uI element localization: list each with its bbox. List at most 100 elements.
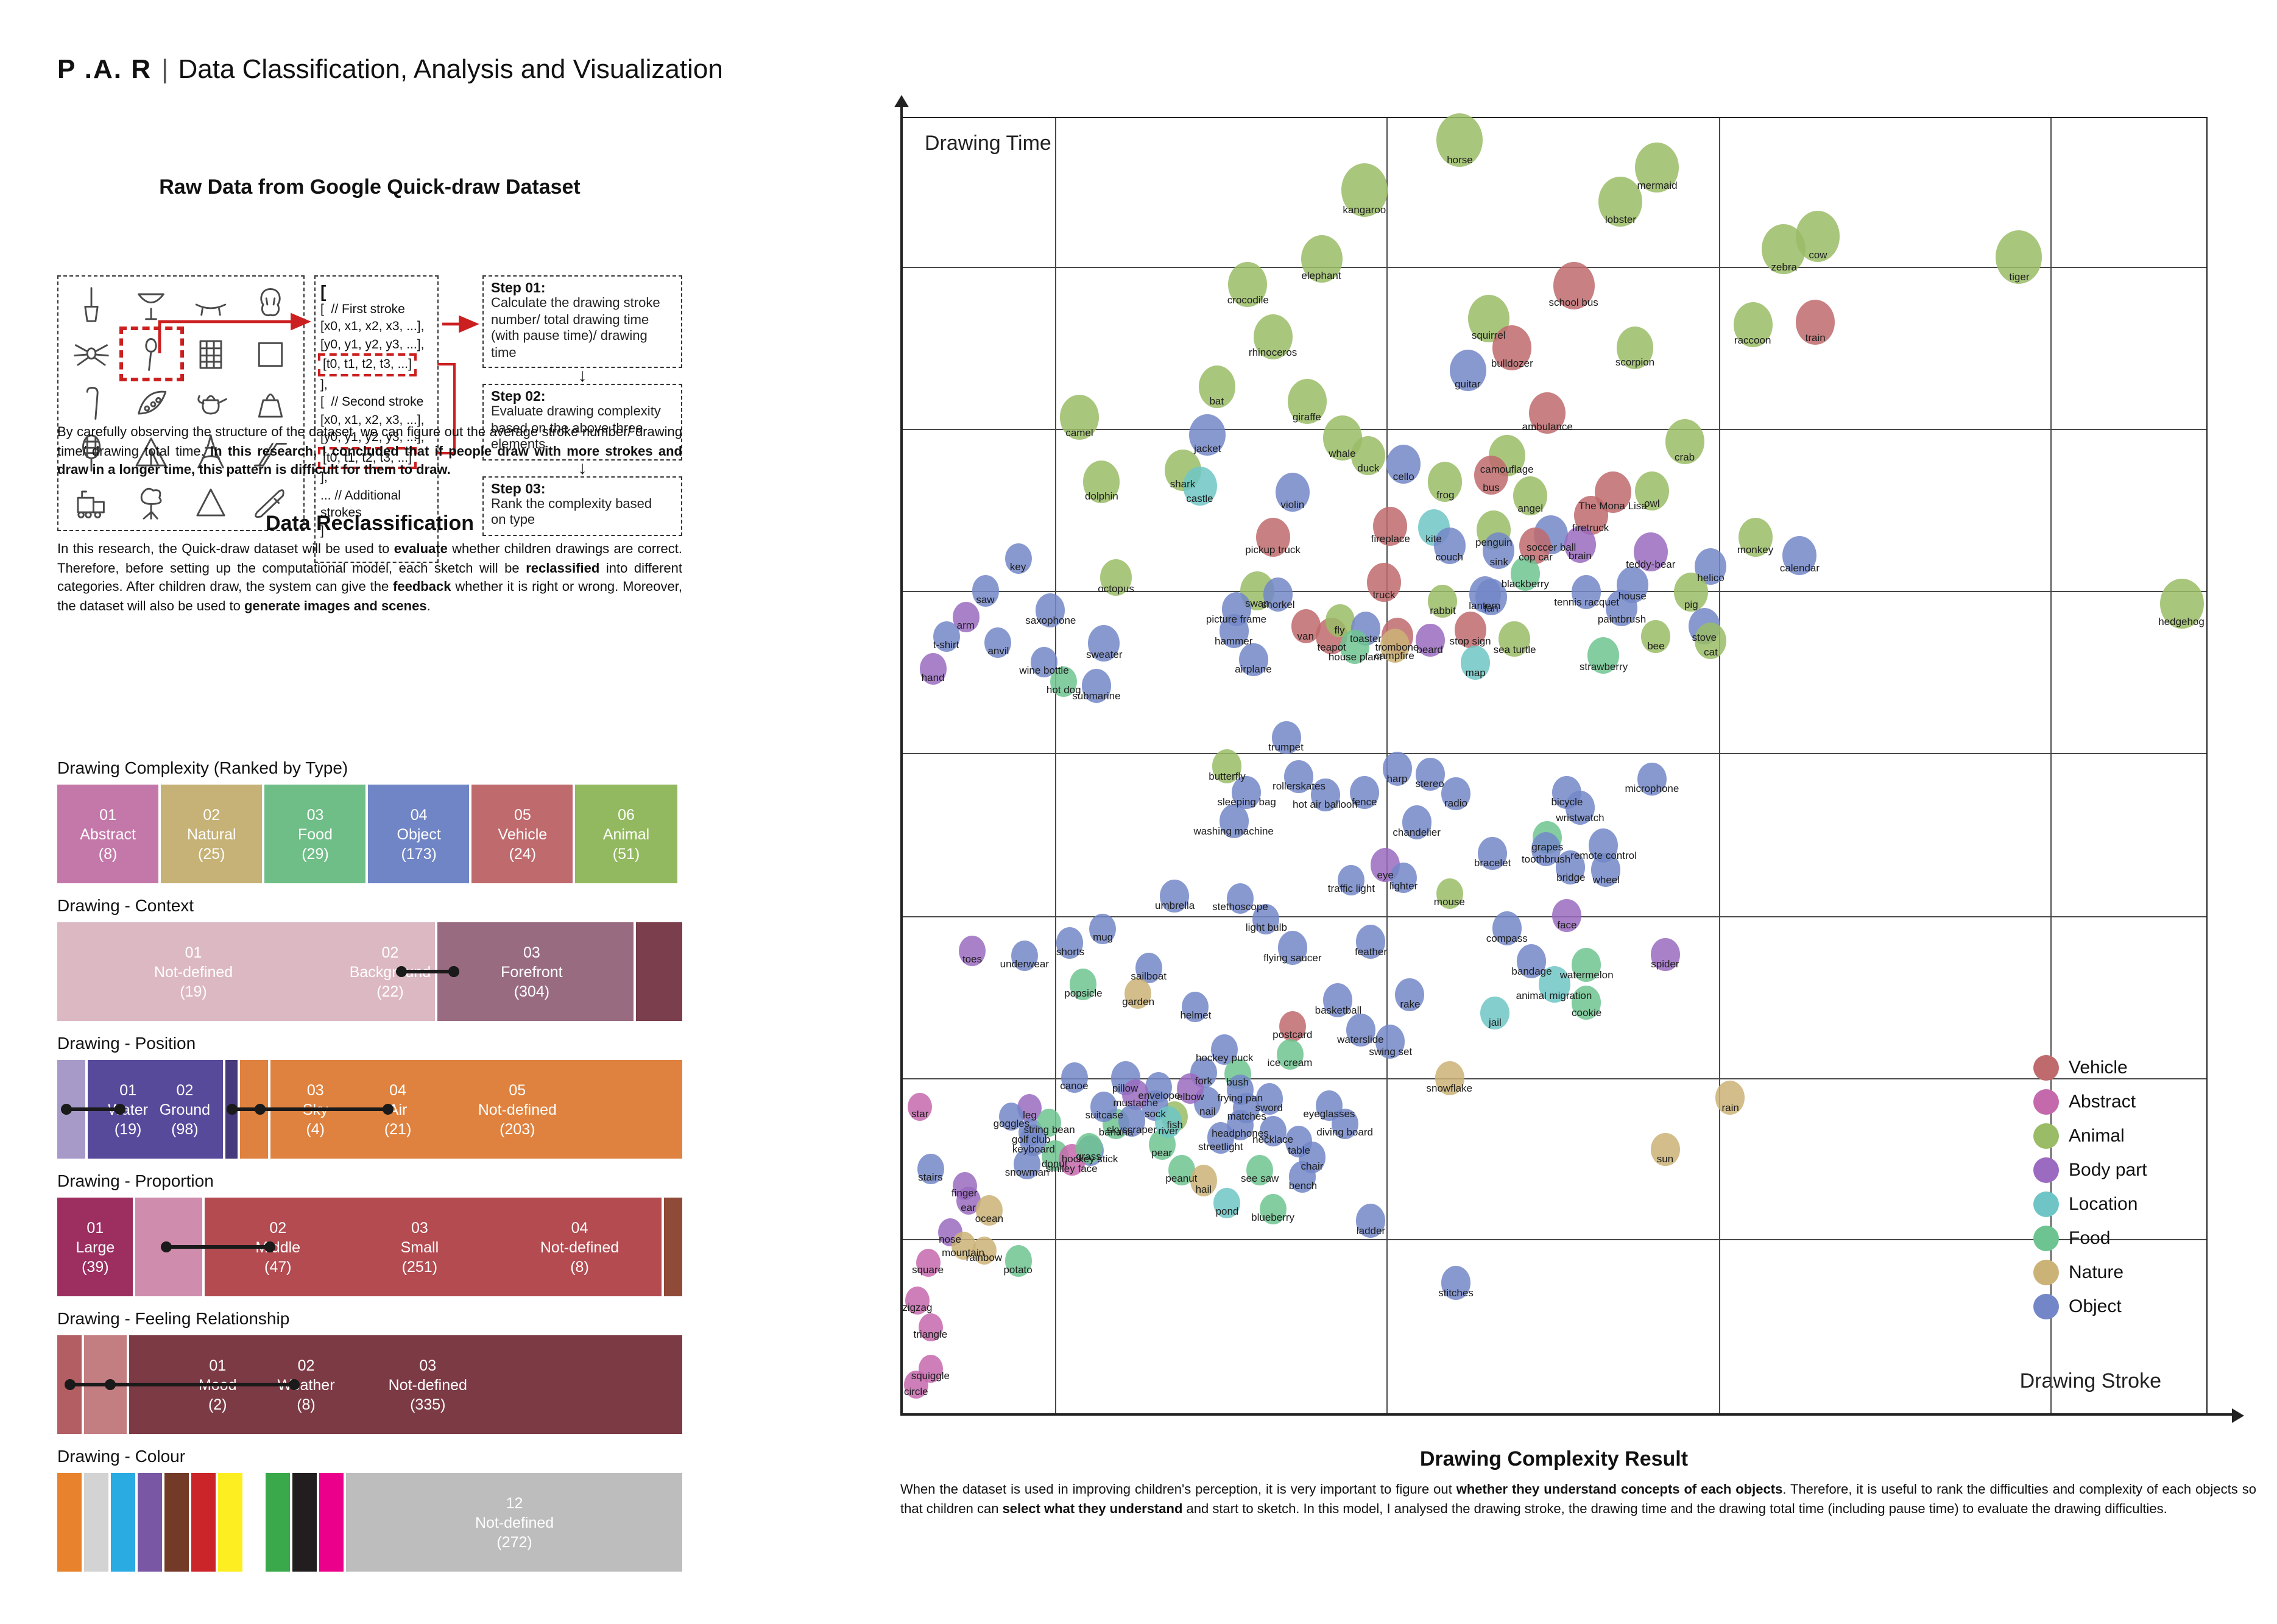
scatter-bubble bbox=[1291, 609, 1321, 643]
text-run: In this research, the Quick-draw dataset… bbox=[57, 542, 394, 557]
bar-block: 05 Vehicle (24) bbox=[471, 785, 573, 883]
text-run: feedback bbox=[393, 580, 451, 595]
scatter-bubble bbox=[1238, 643, 1268, 677]
scatter-bubble bbox=[1436, 113, 1483, 168]
scatter-bubble bbox=[1346, 1013, 1375, 1047]
legend-dot-icon bbox=[2033, 1157, 2059, 1182]
scatter-bubble bbox=[1390, 863, 1417, 894]
legend-label: Body part bbox=[2069, 1159, 2147, 1180]
scatter-bubble bbox=[1279, 1011, 1306, 1042]
block-label: 04 Air (21) bbox=[384, 1081, 412, 1137]
scatter-bubble bbox=[1226, 1074, 1254, 1106]
scatter-bubble bbox=[918, 1313, 943, 1341]
code-line: [ // Second stroke bbox=[320, 395, 424, 409]
result-paragraph: When the dataset is used in improving ch… bbox=[900, 1481, 2256, 1519]
bar-block bbox=[266, 1473, 291, 1572]
scatter-bubble bbox=[1572, 948, 1601, 982]
skull-sketch-icon bbox=[241, 280, 300, 330]
scatter-bubble bbox=[1075, 1132, 1102, 1164]
scatter-bubble bbox=[1088, 624, 1120, 662]
step-text: (with pause time)/ drawing bbox=[491, 329, 648, 344]
section-title: Drawing - Proportion bbox=[57, 1171, 214, 1190]
scatter-bubble bbox=[1349, 775, 1379, 810]
block-label: 01 Abstract (8) bbox=[80, 806, 136, 862]
bar-block bbox=[84, 1473, 109, 1572]
text-run: whether it is right or wrong. Moreover, … bbox=[57, 580, 682, 613]
scatter-bubble bbox=[1650, 1132, 1680, 1167]
scatter-bubble bbox=[1177, 1073, 1204, 1104]
scatter-bubble bbox=[1641, 620, 1671, 654]
legend-item-food: Food bbox=[2033, 1221, 2147, 1255]
gridline-vertical bbox=[1718, 117, 1720, 1416]
bar-block bbox=[218, 1473, 243, 1572]
scatter-bubble bbox=[1287, 379, 1327, 424]
connector-dot bbox=[61, 1104, 72, 1115]
section-title: Drawing - Feeling Relationship bbox=[57, 1308, 290, 1328]
legend-label: Object bbox=[2069, 1296, 2122, 1316]
scatter-bubble bbox=[1529, 392, 1566, 434]
scatter-bubble bbox=[1428, 584, 1458, 618]
x-axis-label: Drawing Stroke bbox=[2019, 1369, 2161, 1393]
connector-line bbox=[401, 970, 454, 973]
block-label: 04 Object (173) bbox=[397, 806, 441, 862]
bar-block: 04 Object (173) bbox=[368, 785, 470, 883]
brand-name: P .A. R bbox=[57, 54, 152, 84]
scatter-bubble bbox=[1160, 879, 1190, 913]
scatter-bubble bbox=[905, 1286, 930, 1315]
triangle-sketch-icon bbox=[181, 477, 241, 526]
scatter-bubble bbox=[1733, 302, 1773, 347]
scatter-bubble bbox=[1415, 623, 1445, 657]
scatter-bubble bbox=[1122, 1079, 1149, 1110]
scatter-bubble bbox=[959, 935, 986, 967]
scatter-bubble bbox=[1469, 576, 1501, 613]
scatter-bubble bbox=[1246, 1154, 1274, 1186]
step-box-3: Step 03: Rank the complexity based on type bbox=[482, 476, 682, 535]
scatter-bubble bbox=[1480, 996, 1510, 1030]
scatter-bubble bbox=[1154, 1106, 1182, 1138]
code-line: [x0, x1, x2, x3, ...], bbox=[320, 319, 425, 334]
code-line: ], bbox=[320, 470, 328, 485]
scatter-bubble bbox=[1461, 645, 1491, 679]
scatter-bubble bbox=[1441, 1266, 1471, 1301]
block-label: 04 Not-defined (8) bbox=[540, 1219, 620, 1275]
scatter-bubble bbox=[919, 653, 947, 685]
scatter-bubble bbox=[1402, 805, 1432, 839]
scatter-bubble bbox=[1036, 593, 1065, 627]
bar-block bbox=[319, 1473, 344, 1572]
scatter-bubble bbox=[1219, 803, 1249, 838]
block-label: 12 Not-defined (272) bbox=[475, 1494, 554, 1550]
scatter-bubble bbox=[1135, 952, 1162, 983]
scatter-bubble bbox=[1338, 865, 1365, 896]
tree-sketch-icon bbox=[122, 477, 182, 526]
code-line: [x0, x1, x2, x3, ...], bbox=[320, 412, 425, 427]
scatter-bubble bbox=[1060, 394, 1099, 440]
scatter-bubble bbox=[1483, 532, 1515, 569]
text-run: select what they understand bbox=[1002, 1502, 1183, 1516]
section-drawing-context: Drawing - Context 01 Not-defined (19) 02 Back… bbox=[57, 895, 682, 1021]
section-bar: 01 Large (39) 02 Middle (47) 03 Small (251) 04 Not… bbox=[57, 1198, 682, 1296]
teapot-sketch-icon bbox=[181, 379, 241, 428]
scatter-bubble bbox=[1478, 836, 1508, 870]
bar-block bbox=[191, 1473, 216, 1572]
legend-item-location: Location bbox=[2033, 1187, 2147, 1221]
code-line: [ // First stroke bbox=[320, 302, 405, 316]
bar-block: 12 Not-defined (272) bbox=[346, 1473, 683, 1572]
legend-dot-icon bbox=[2033, 1191, 2059, 1216]
sink-sketch-icon bbox=[122, 280, 182, 330]
handbag-sketch-icon bbox=[241, 379, 300, 428]
connector-dot bbox=[161, 1241, 172, 1252]
code-line: [y0, y1, y2, y3, ...], bbox=[320, 430, 425, 445]
scatter-bubble bbox=[1598, 176, 1643, 227]
scatter-bubble bbox=[917, 1153, 944, 1185]
step-box-1: Step 01: Calculate the drawing stroke numb… bbox=[482, 275, 682, 368]
text-run: whether children drawings are correct. T… bbox=[57, 542, 682, 576]
scatter-bubble bbox=[1441, 777, 1471, 811]
scatter-bubble bbox=[1715, 1081, 1745, 1115]
code-line: [t0, t1, t2, t3, ...] bbox=[318, 353, 417, 376]
block-label: 02 Middle (47) bbox=[255, 1219, 301, 1275]
scatter-bubble bbox=[1275, 472, 1310, 512]
scatter-legend: Vehicle Abstract Animal Body part Location Fo… bbox=[2033, 1050, 2147, 1323]
scatter-bubble bbox=[1301, 235, 1342, 283]
scatter-bubble bbox=[1189, 414, 1226, 456]
bar-block: 01 Large (39) bbox=[57, 1198, 133, 1296]
